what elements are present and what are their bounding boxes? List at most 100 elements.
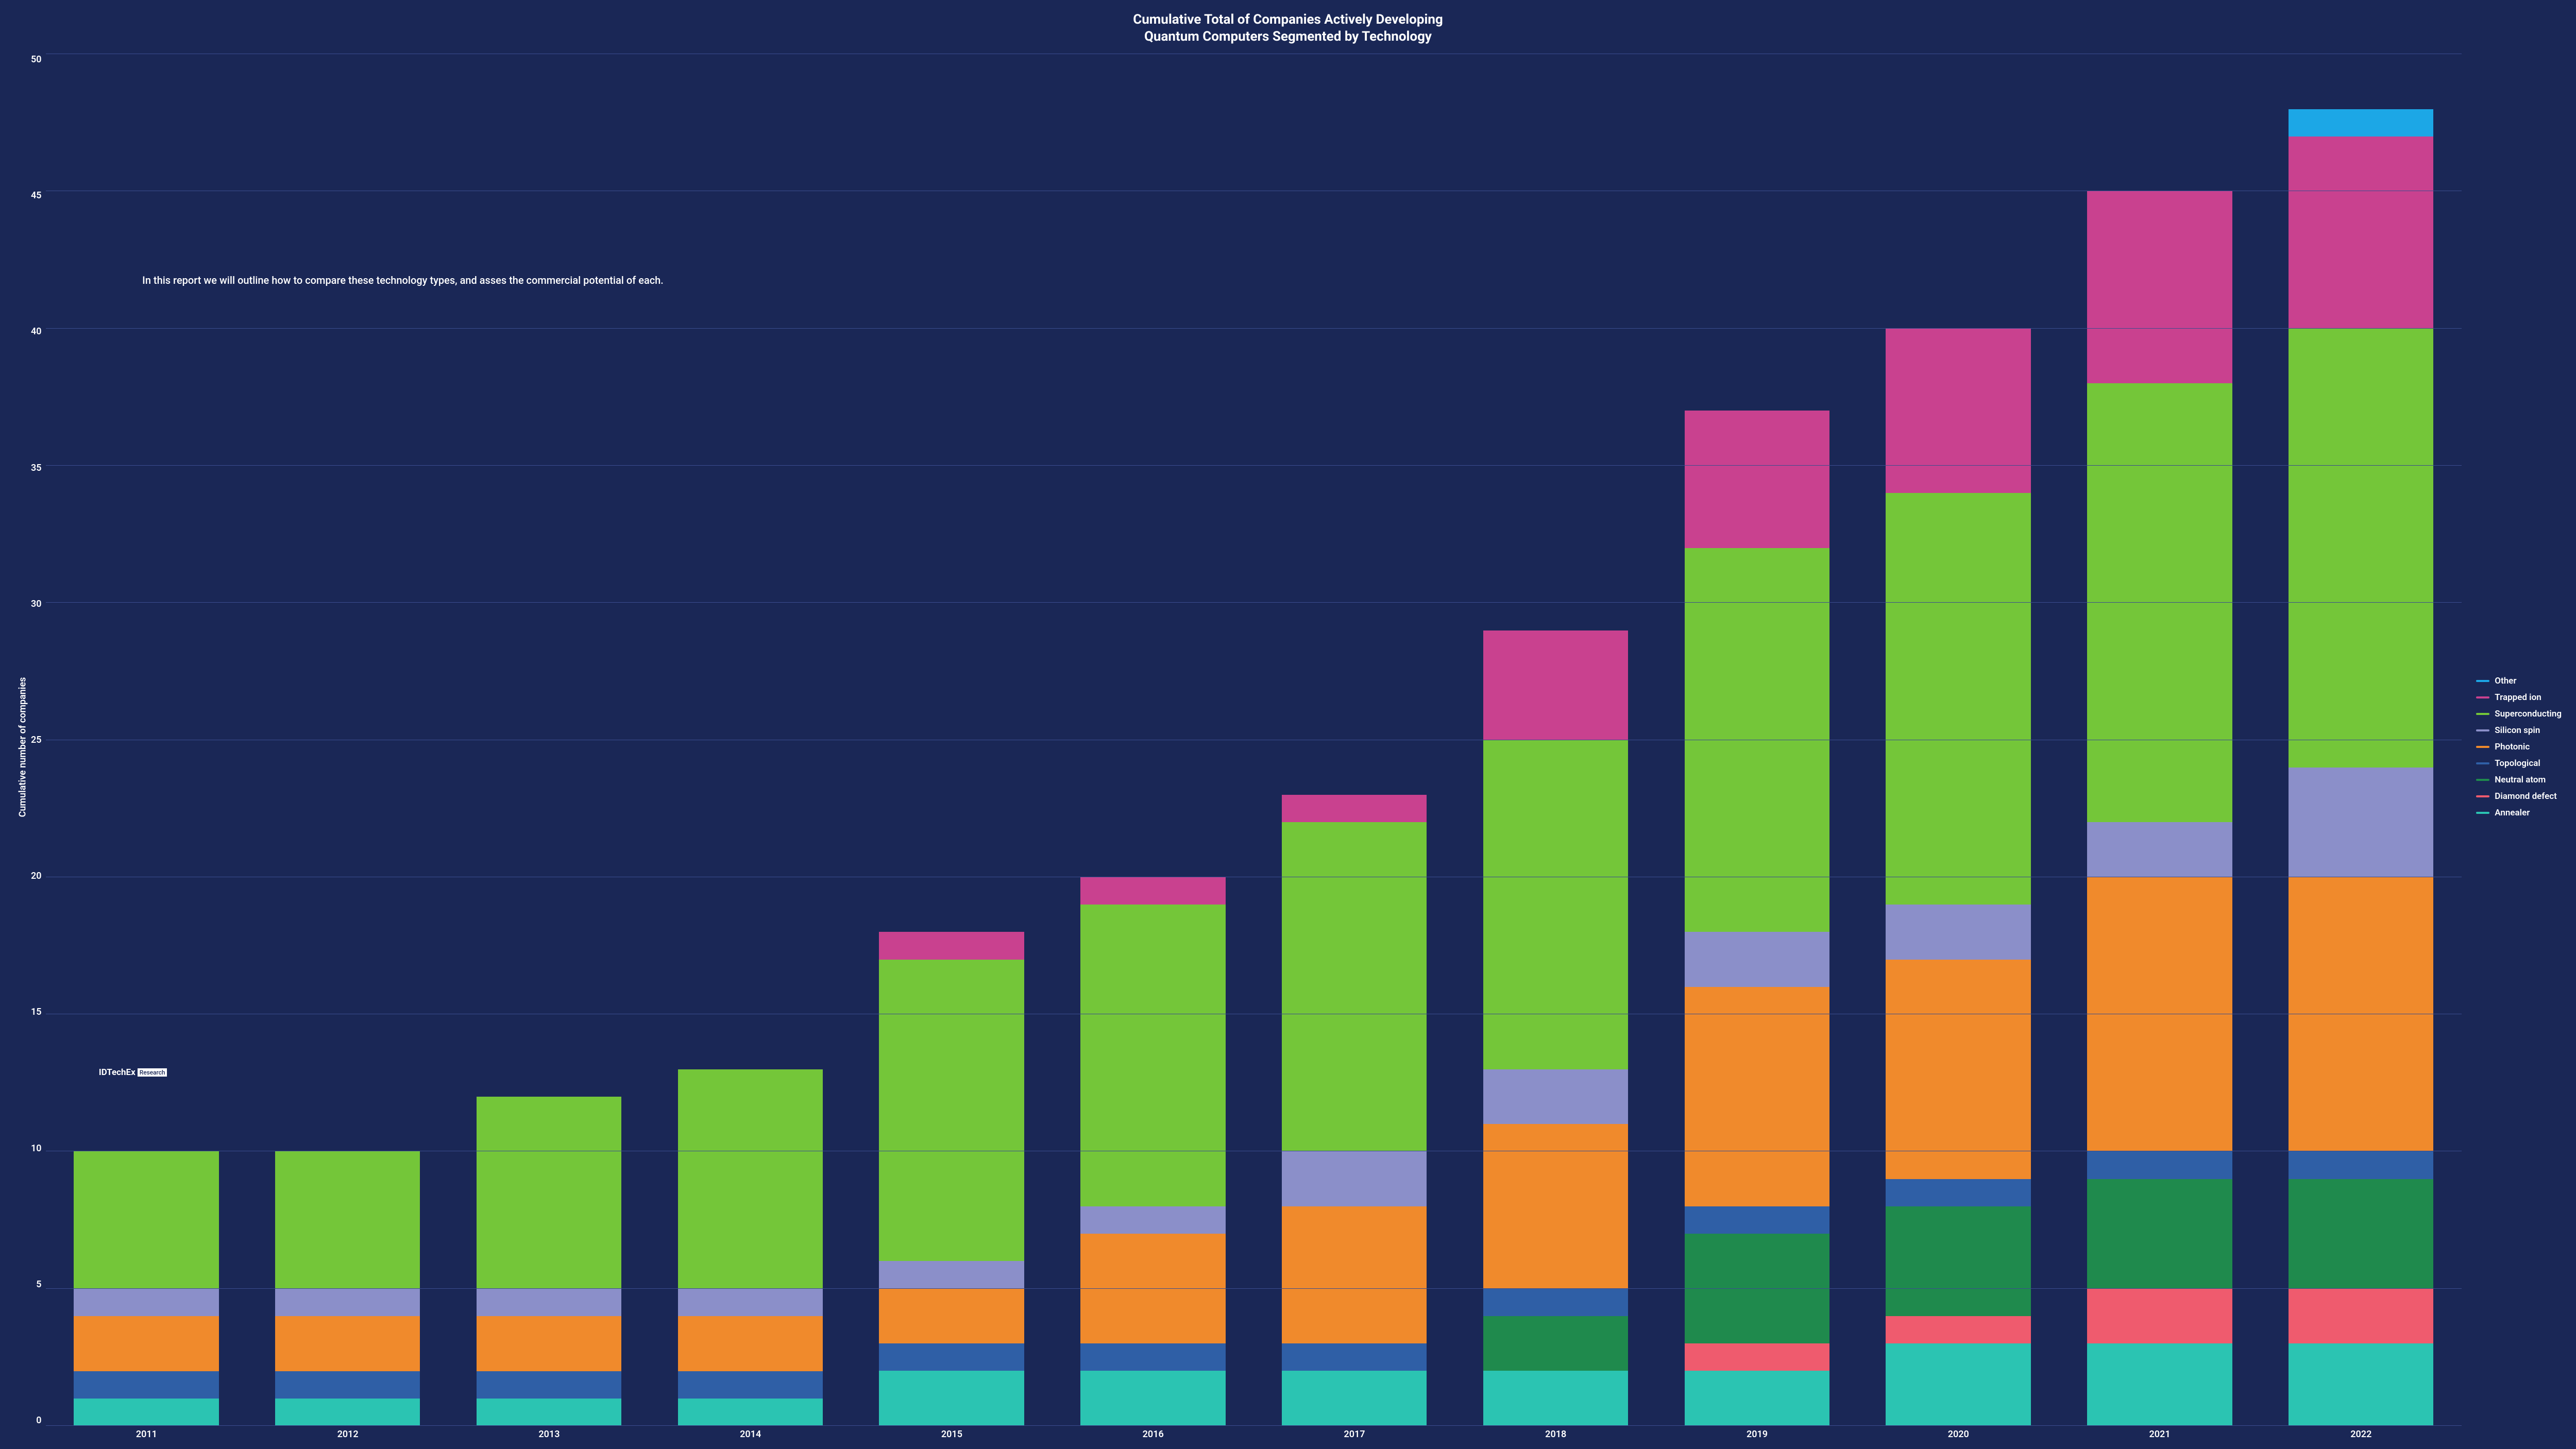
legend-label: Superconducting [2495,709,2562,719]
chart-title-line1: Cumulative Total of Companies Actively D… [1133,11,1443,28]
legend-label: Other [2495,676,2516,686]
watermark: IDTechExResearch [99,1067,167,1078]
bar-segment-photonic [1282,1206,1427,1343]
x-tick-label: 2012 [247,1429,449,1440]
legend-label: Photonic [2495,742,2530,752]
bar-segment-silicon_spin [74,1289,218,1316]
bar-segment-trapped_ion [2289,137,2433,329]
bar-segment-neutral_atom [2087,1179,2232,1289]
bar [1886,54,2030,1426]
bar-segment-topological [275,1371,420,1399]
legend-item-other: Other [2476,676,2562,686]
x-tick-label: 2017 [1254,1429,1455,1440]
x-tick-label: 2019 [1656,1429,1858,1440]
bar-segment-superconducting [879,960,1024,1262]
y-tick-label: 25 [31,735,42,745]
annotation-text: In this report we will outline how to co… [142,274,1157,287]
bar-segment-photonic [477,1316,621,1371]
bar-segment-annealer [678,1399,823,1426]
bar-segment-topological [74,1371,218,1399]
bar-segment-superconducting [2289,329,2433,768]
chart-title-line2: Quantum Computers Segmented by Technolog… [1133,28,1443,45]
bar-segment-topological [1685,1206,1829,1234]
chart-container: Cumulative number of companies 504540353… [14,54,2562,1440]
bar-segment-topological [2087,1151,2232,1179]
x-tick-label: 2013 [449,1429,650,1440]
bar-segment-diamond_defect [2087,1289,2232,1344]
legend-item-photonic: Photonic [2476,742,2562,752]
x-tick-label: 2022 [2260,1429,2462,1440]
legend-label: Trapped ion [2495,692,2541,703]
bar-segment-topological [1483,1289,1628,1316]
legend-item-topological: Topological [2476,758,2562,769]
y-tick-label: 15 [31,1007,42,1017]
legend-item-neutral_atom: Neutral atom [2476,775,2562,785]
legend-label: Topological [2495,758,2540,769]
bar-segment-photonic [1685,987,1829,1206]
bar-segment-annealer [879,1371,1024,1426]
bar-segment-topological [2289,1151,2433,1179]
bar-segment-photonic [275,1316,420,1371]
bar-segment-trapped_ion [1685,411,1829,548]
bar-segment-diamond_defect [2289,1289,2433,1344]
chart-title: Cumulative Total of Companies Actively D… [1133,11,1443,45]
x-tick-label: 2014 [650,1429,851,1440]
bar-segment-silicon_spin [2087,822,2232,877]
y-tick-label: 50 [31,54,42,65]
bar-segment-silicon_spin [1080,1206,1225,1234]
bar-segment-superconducting [678,1069,823,1289]
legend-swatch [2476,746,2489,748]
bar-segment-superconducting [2087,383,2232,822]
legend-label: Silicon spin [2495,725,2540,736]
legend-swatch [2476,696,2489,698]
bar-segment-annealer [74,1399,218,1426]
bar-segment-neutral_atom [2289,1179,2433,1289]
legend-item-annealer: Annealer [2476,808,2562,818]
bar-segment-neutral_atom [1685,1234,1829,1343]
x-tick-label: 2021 [2059,1429,2261,1440]
y-tick-label: 40 [31,326,42,337]
y-tick-label: 10 [31,1143,42,1154]
x-tick-label: 2020 [1858,1429,2059,1440]
bar-segment-other [2289,109,2433,137]
bar-segment-photonic [2087,877,2232,1152]
bar [477,54,621,1426]
legend-label: Annealer [2495,808,2530,818]
legend-item-superconducting: Superconducting [2476,709,2562,719]
y-axis-ticks: 50454035302520151050 [31,54,46,1426]
bar [2087,54,2232,1426]
legend-swatch [2476,795,2489,797]
bar-segment-topological [678,1371,823,1399]
bar [678,54,823,1426]
bar-segment-superconducting [1886,493,2030,905]
bar-segment-trapped_ion [1886,329,2030,493]
legend-item-silicon_spin: Silicon spin [2476,725,2562,736]
y-tick-label: 20 [31,871,42,881]
legend-swatch [2476,680,2489,682]
bar-segment-trapped_ion [1282,795,1427,822]
bar-segment-silicon_spin [1483,1069,1628,1124]
y-tick-label: 0 [36,1415,41,1426]
y-tick-label: 35 [31,463,42,473]
bar-segment-topological [1886,1179,2030,1206]
y-axis-label: Cumulative number of companies [18,677,28,817]
legend-swatch [2476,779,2489,781]
bar-segment-superconducting [275,1151,420,1288]
legend-item-diamond_defect: Diamond defect [2476,791,2562,802]
bar-segment-superconducting [1080,905,1225,1206]
bar-segment-topological [477,1371,621,1399]
gridline [46,328,2462,329]
bar [1282,54,1427,1426]
bar-segment-trapped_ion [2087,191,2232,383]
bar-segment-superconducting [477,1097,621,1289]
legend-swatch [2476,729,2489,731]
bar-segment-neutral_atom [1886,1206,2030,1316]
x-tick-label: 2011 [46,1429,247,1440]
gridline [46,1288,2462,1289]
plot-area: In this report we will outline how to co… [46,54,2462,1426]
bar [879,54,1024,1426]
bar-segment-diamond_defect [1886,1316,2030,1343]
legend-label: Neutral atom [2495,775,2546,785]
x-tick-label: 2015 [851,1429,1053,1440]
y-axis-label-wrap: Cumulative number of companies [14,54,31,1440]
